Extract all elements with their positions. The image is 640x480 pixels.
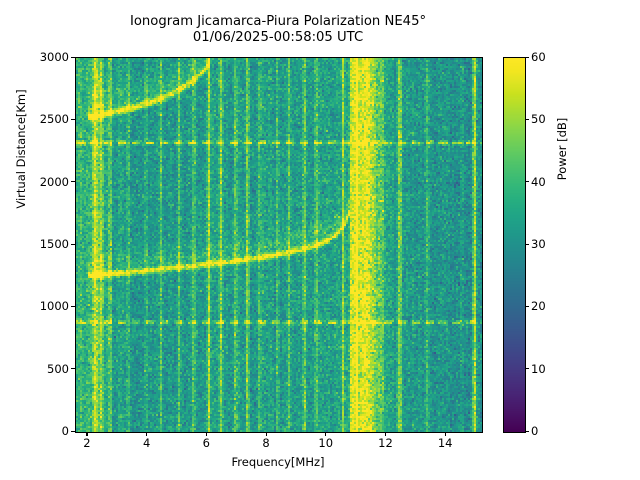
colorbar-tick-mark: [525, 430, 530, 432]
y-tick-label: 1000: [39, 299, 69, 314]
colorbar-tick-label: 30: [531, 237, 546, 251]
ionogram-plot-area: [75, 57, 483, 433]
x-tick-label: 14: [437, 436, 453, 450]
x-tick-label: 2: [83, 436, 91, 450]
y-tick-label: 3000: [39, 50, 69, 64]
x-tick-label: 12: [378, 436, 393, 450]
colorbar-tick-label: 0: [531, 424, 539, 438]
y-tick-mark: [70, 56, 75, 58]
colorbar: [503, 57, 526, 433]
x-tick-mark: [384, 432, 387, 437]
title-line-2: 01/06/2025-00:58:05 UTC: [192, 30, 364, 45]
x-tick-label: 6: [202, 436, 210, 450]
x-tick-mark: [205, 432, 207, 437]
colorbar-tick-label: 60: [531, 50, 546, 64]
colorbar-tick-mark: [525, 368, 530, 370]
colorbar-tick-mark: [525, 181, 530, 183]
colorbar-tick-label: 50: [531, 112, 546, 127]
y-tick-mark: [70, 118, 75, 120]
colorbar-tick-label: 10: [531, 361, 546, 376]
y-axis-label: Virtual Distance[Km]: [14, 89, 28, 209]
y-tick-mark: [70, 243, 75, 245]
colorbar-tick-label: 20: [531, 299, 546, 314]
colorbar-tick-label: 40: [531, 174, 546, 189]
y-tick-mark: [70, 430, 75, 432]
x-tick-mark: [265, 432, 267, 437]
y-tick-label: 500: [47, 361, 69, 376]
x-axis-label: Frequency[MHz]: [231, 455, 325, 469]
colorbar-gradient: [504, 58, 525, 432]
colorbar-tick-mark: [525, 305, 530, 307]
x-tick-label: 8: [262, 436, 270, 450]
y-tick-mark: [70, 368, 75, 370]
y-tick-mark: [70, 181, 75, 183]
ionogram-heatmap-canvas: [76, 58, 482, 432]
colorbar-tick-mark: [525, 118, 530, 120]
y-tick-label: 2000: [39, 174, 69, 189]
x-tick-mark: [86, 432, 88, 437]
chart-title: Ionogram Jicamarca-Piura Polarization NE…: [0, 14, 556, 46]
x-tick-mark: [444, 432, 446, 437]
y-tick-label: 2500: [39, 112, 69, 127]
x-tick-label: 4: [142, 436, 151, 450]
x-tick-mark: [146, 432, 148, 437]
title-line-1: Ionogram Jicamarca-Piura Polarization NE…: [129, 14, 427, 29]
y-tick-mark: [70, 305, 75, 307]
colorbar-tick-mark: [525, 56, 530, 58]
y-tick-label: 1500: [39, 237, 69, 251]
y-tick-label: 0: [61, 424, 69, 438]
colorbar-tick-mark: [525, 243, 530, 245]
x-tick-label: 10: [318, 436, 334, 450]
x-tick-mark: [325, 432, 327, 437]
colorbar-label: Power [dB]: [555, 117, 569, 181]
